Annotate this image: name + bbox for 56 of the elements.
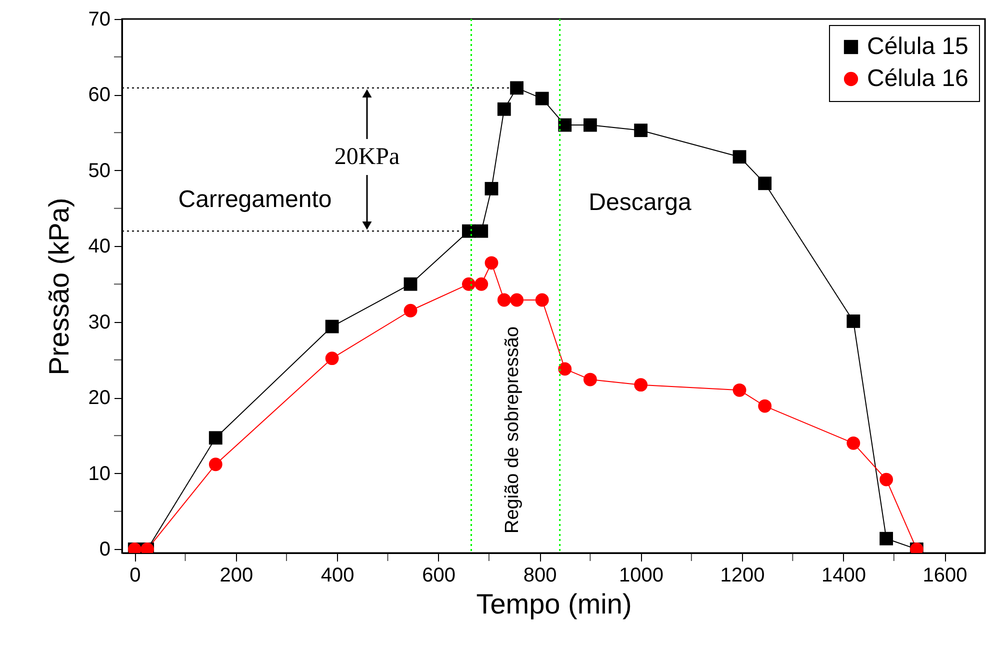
point [846,314,860,328]
point [208,458,222,472]
annotation: Descarga [588,189,692,216]
point [880,532,894,546]
point [558,118,572,132]
point [758,399,772,413]
point [474,277,488,291]
point [462,277,476,291]
point [484,256,498,270]
y-tick-label: 20 [88,387,110,410]
point [404,277,418,291]
point [583,372,597,386]
annotation: Carregamento [178,186,332,213]
point [583,118,597,132]
point [510,293,524,307]
y-axis-title: Pressão (kPa) [43,198,74,376]
x-tick-label: 1600 [922,564,968,586]
y-tick-label: 40 [88,236,110,258]
point [880,472,894,486]
point [325,352,339,366]
x-tick-label: 800 [523,564,557,586]
x-tick-label: 400 [320,564,354,586]
point [474,224,488,238]
point [535,92,549,106]
x-tick-label: 200 [220,564,254,586]
point [634,378,648,392]
x-tick-label: 1000 [619,564,664,586]
point [497,102,511,116]
point [732,150,746,164]
y-tick-label: 70 [88,8,110,30]
x-tick-label: 600 [422,564,456,586]
point [758,176,772,190]
point [558,362,572,376]
point [846,436,860,450]
point [497,293,511,307]
point [325,320,339,334]
point [535,293,549,307]
point [404,304,418,318]
annotation: Região de sobrepressão [502,326,523,534]
y-tick-label: 50 [88,160,110,182]
legend-label: Célula 16 [867,65,968,92]
point [208,431,222,445]
point [634,124,648,138]
x-tick-label: 0 [130,564,141,586]
x-axis-title: Tempo (min) [476,588,632,620]
y-tick-label: 10 [88,462,110,485]
y-tick-label: 60 [88,84,110,106]
y-tick-label: 30 [88,311,110,334]
legend-label: Célula 15 [867,33,968,60]
x-tick-label: 1200 [720,564,765,586]
x-tick-label: 1400 [822,564,866,586]
y-tick-label: 0 [99,538,110,561]
point [510,81,524,95]
point [484,182,498,196]
point [732,383,746,397]
annotation: 20KPa [334,144,400,170]
